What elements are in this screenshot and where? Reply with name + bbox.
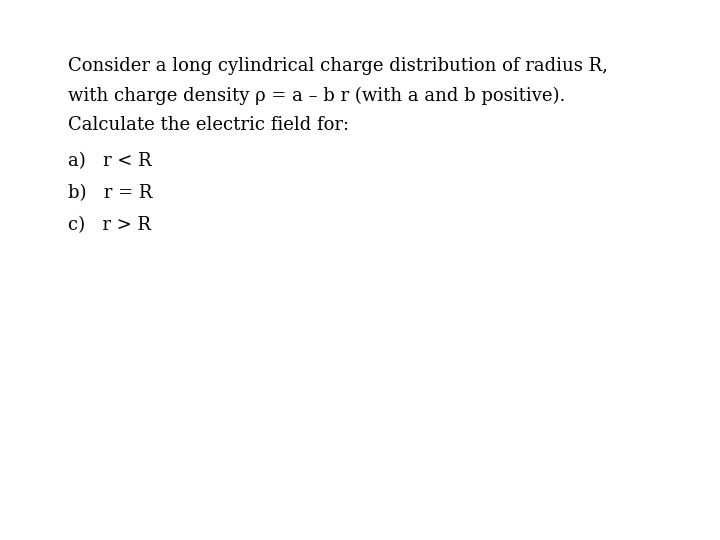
Text: a)   r < R: a) r < R (68, 152, 152, 170)
Text: Consider a long cylindrical charge distribution of radius R,: Consider a long cylindrical charge distr… (68, 57, 608, 75)
Text: c)   r > R: c) r > R (68, 216, 151, 234)
Text: with charge density ρ = a – b r (with a and b positive).: with charge density ρ = a – b r (with a … (68, 86, 566, 105)
Text: b)   r = R: b) r = R (68, 184, 153, 201)
Text: Calculate the electric field for:: Calculate the electric field for: (68, 116, 349, 134)
